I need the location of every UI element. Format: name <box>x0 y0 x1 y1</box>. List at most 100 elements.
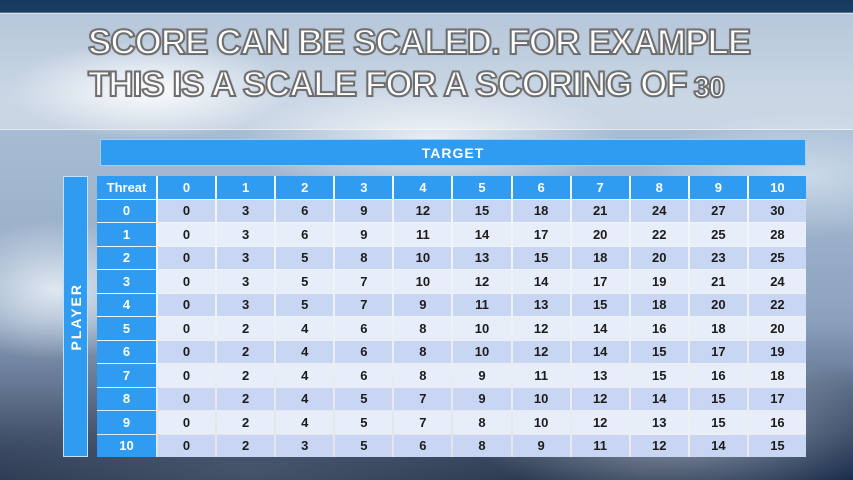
score-cell: 3 <box>217 293 275 316</box>
score-cell: 8 <box>453 434 511 457</box>
score-cell: 18 <box>748 364 806 387</box>
target-header-bar: TARGET <box>100 139 806 166</box>
score-cell: 20 <box>630 246 688 269</box>
score-cell: 19 <box>630 270 688 293</box>
score-cell: 14 <box>630 387 688 410</box>
score-cell: 22 <box>630 223 688 246</box>
target-label: TARGET <box>421 144 485 161</box>
score-cell: 15 <box>630 340 688 363</box>
score-cell: 17 <box>571 270 629 293</box>
score-cell: 15 <box>689 387 747 410</box>
title-line-2: THIS IS A SCALE FOR A SCORING OF 30 <box>87 64 750 108</box>
score-cell: 13 <box>512 293 570 316</box>
score-cell: 10 <box>394 270 452 293</box>
score-cell: 19 <box>748 340 806 363</box>
score-cell: 0 <box>158 364 216 387</box>
score-cell: 7 <box>394 411 452 434</box>
score-cell: 10 <box>394 246 452 269</box>
score-cell: 2 <box>217 411 275 434</box>
player-label: PLAYER <box>67 282 84 351</box>
score-cell: 22 <box>748 293 806 316</box>
score-cell: 3 <box>217 246 275 269</box>
score-cell: 5 <box>276 270 334 293</box>
score-cell: 2 <box>217 434 275 457</box>
threat-corner-cell: Threat <box>97 176 156 199</box>
score-cell: 0 <box>158 317 216 340</box>
score-cell: 12 <box>630 434 688 457</box>
score-cell: 4 <box>276 364 334 387</box>
title-line-2-number: 30 <box>693 71 726 105</box>
score-cell: 14 <box>571 340 629 363</box>
score-cell: 9 <box>335 199 393 222</box>
score-cell: 9 <box>453 364 511 387</box>
score-cell: 6 <box>276 223 334 246</box>
score-cell: 0 <box>158 246 216 269</box>
score-cell: 4 <box>276 317 334 340</box>
score-cell: 17 <box>748 387 806 410</box>
score-cell: 15 <box>748 434 806 457</box>
row-header: 2 <box>97 246 156 269</box>
score-cell: 5 <box>276 293 334 316</box>
score-cell: 16 <box>748 411 806 434</box>
score-cell: 8 <box>335 246 393 269</box>
score-cell: 25 <box>748 246 806 269</box>
score-cell: 20 <box>571 223 629 246</box>
column-header: 8 <box>630 176 688 199</box>
score-cell: 14 <box>689 434 747 457</box>
score-cell: 10 <box>512 387 570 410</box>
score-cell: 23 <box>689 246 747 269</box>
column-header: 0 <box>158 176 216 199</box>
column-header: 3 <box>335 176 393 199</box>
score-cell: 27 <box>689 199 747 222</box>
score-cell: 15 <box>512 246 570 269</box>
column-header: 2 <box>276 176 334 199</box>
score-cell: 7 <box>335 293 393 316</box>
score-cell: 16 <box>630 317 688 340</box>
column-header: 1 <box>217 176 275 199</box>
row-header: 7 <box>97 364 156 387</box>
slide-title: SCORE CAN BE SCALED. FOR EXAMPLE THIS IS… <box>87 22 752 108</box>
score-cell: 4 <box>276 387 334 410</box>
score-cell: 10 <box>453 340 511 363</box>
score-cell: 0 <box>158 411 216 434</box>
score-cell: 20 <box>748 317 806 340</box>
column-header: 5 <box>453 176 511 199</box>
score-cell: 13 <box>453 246 511 269</box>
score-cell: 14 <box>512 270 570 293</box>
score-cell: 2 <box>217 317 275 340</box>
score-cell: 6 <box>276 199 334 222</box>
score-cell: 12 <box>571 411 629 434</box>
score-cell: 25 <box>689 223 747 246</box>
score-cell: 3 <box>276 434 334 457</box>
score-cell: 6 <box>335 317 393 340</box>
row-header: 9 <box>97 411 156 434</box>
score-cell: 2 <box>217 387 275 410</box>
score-cell: 5 <box>335 434 393 457</box>
score-cell: 11 <box>453 293 511 316</box>
score-cell: 30 <box>748 199 806 222</box>
score-cell: 6 <box>335 340 393 363</box>
score-cell: 8 <box>394 364 452 387</box>
score-cell: 13 <box>571 364 629 387</box>
row-header: 10 <box>97 434 156 457</box>
score-cell: 6 <box>335 364 393 387</box>
score-cell: 20 <box>689 293 747 316</box>
score-cell: 11 <box>512 364 570 387</box>
score-cell: 0 <box>158 270 216 293</box>
score-cell: 15 <box>453 199 511 222</box>
score-cell: 0 <box>158 293 216 316</box>
score-cell: 4 <box>276 411 334 434</box>
score-cell: 12 <box>571 387 629 410</box>
row-header: 0 <box>97 199 156 222</box>
score-cell: 28 <box>748 223 806 246</box>
score-cell: 10 <box>512 411 570 434</box>
score-cell: 8 <box>453 411 511 434</box>
title-line-1: SCORE CAN BE SCALED. FOR EXAMPLE <box>87 22 752 63</box>
score-cell: 5 <box>276 246 334 269</box>
score-cell: 24 <box>630 199 688 222</box>
score-cell: 0 <box>158 387 216 410</box>
score-cell: 2 <box>217 364 275 387</box>
score-cell: 8 <box>394 340 452 363</box>
score-cell: 5 <box>335 387 393 410</box>
score-cell: 0 <box>158 340 216 363</box>
